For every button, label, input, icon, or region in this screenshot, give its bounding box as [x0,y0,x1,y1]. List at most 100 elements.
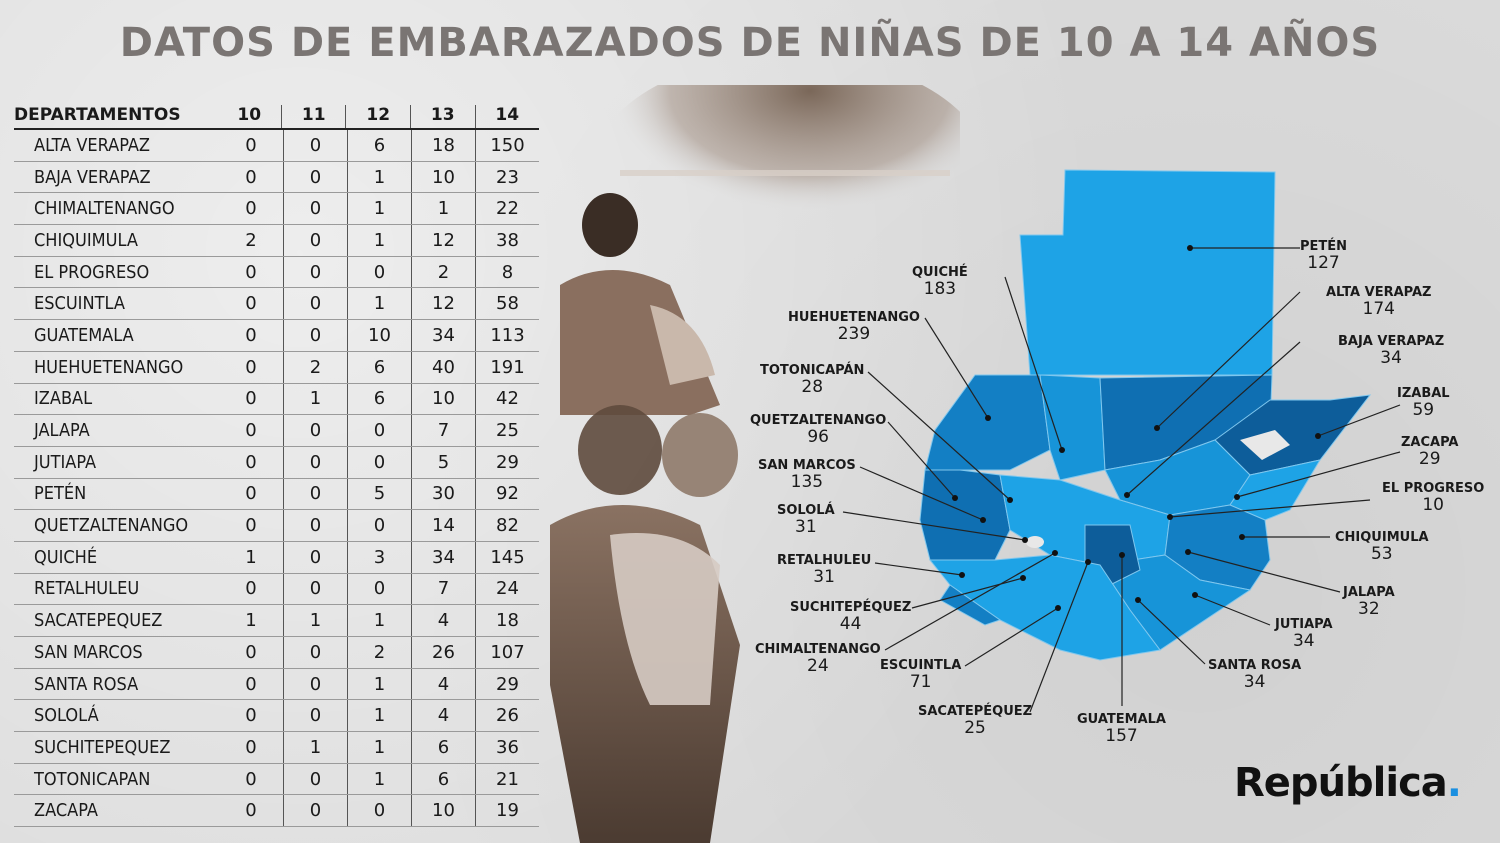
age-11-cell: 0 [283,637,347,668]
toddler-face-blurred [662,413,738,497]
department-name-cell: JALAPA [34,420,90,442]
age-12-cell: 2 [347,637,411,668]
age-10-cell: 0 [245,451,257,473]
table-row: PETÉN 0 0 5 30 92 [14,478,539,511]
age-10-cell: 0 [245,800,257,822]
table-row: EL PROGRESO 0 0 0 2 8 [14,256,539,289]
department-name-cell: TOTONICAPAN [34,768,151,790]
age-11-cell: 2 [283,351,347,383]
age-14-cell: 23 [475,161,539,193]
department-name-cell: RETALHULEU [34,578,140,600]
table-row: TOTONICAPAN 0 0 1 6 21 [14,763,539,796]
child-face-blurred [578,405,662,495]
department-name-cell: PETÉN [34,483,87,505]
age-11-cell: 0 [283,573,347,605]
age-13-cell: 4 [411,605,475,636]
table-row: JALAPA 0 0 0 7 25 [14,415,539,447]
age-14-cell: 24 [475,573,539,605]
lake-atitlan [1026,536,1044,548]
department-name-cell: SAN MARCOS [34,641,143,663]
age-10-cell: 0 [245,768,257,790]
age-13-cell: 5 [411,446,475,478]
table-row: HUEHUETENANGO 0 2 6 40 191 [14,351,539,384]
age-13-cell: 6 [411,732,475,763]
region-central [999,474,1171,566]
age-13-cell: 7 [411,415,475,446]
table-row: CHIMALTENANGO 0 0 1 1 22 [14,193,539,226]
age-14-cell: 107 [475,637,539,668]
age-12-cell: 0 [347,415,411,446]
label-santa-rosa: SANTA ROSA 34 [1208,658,1302,692]
age-13-cell: 14 [411,510,475,541]
departments-table: DEPARTAMENTOS 10 11 12 13 14 ALTA VERAPA… [14,98,540,828]
age-13-cell: 6 [411,763,475,795]
region-escuintla [928,554,1161,661]
header-age-10: 10 [237,105,262,125]
department-name-cell: SUCHITEPEQUEZ [34,736,171,758]
age-12-cell: 1 [347,225,411,256]
table-row: SOLOLÁ 0 0 1 4 26 [14,700,539,733]
age-13-cell: 12 [411,288,475,320]
age-11-cell: 0 [283,256,347,288]
label-quetzaltenango: QUETZALTENANGO 96 [750,413,887,447]
table-row: ALTA VERAPAZ 0 0 6 18 150 [14,130,539,162]
age-14-cell: 21 [475,763,539,795]
age-13-cell: 4 [411,668,475,700]
age-13-cell: 34 [411,541,475,573]
age-12-cell: 6 [347,130,411,161]
lake-izabal [1240,430,1290,460]
age-12-cell: 1 [347,161,411,193]
age-10-cell: 0 [245,515,257,537]
age-12-cell: 1 [347,732,411,763]
republica-logo: República. [1234,760,1462,806]
header-age-12: 12 [345,105,410,128]
age-10-cell: 0 [245,134,257,156]
age-10-cell: 1 [245,610,257,632]
department-name-cell: ZACAPA [34,800,98,822]
age-10-cell: 0 [245,673,257,695]
label-retalhuleu: RETALHULEU 31 [777,553,872,587]
age-12-cell: 0 [347,446,411,478]
department-name-cell: ESCUINTLA [34,293,125,315]
label-izabal: IZABAL 59 [1397,386,1450,420]
background-crowd-photo [590,85,960,295]
age-10-cell: 0 [245,198,257,220]
age-10-cell: 0 [245,261,257,283]
label-chimaltenango: CHIMALTENANGO 24 [755,642,881,676]
department-name-cell: ALTA VERAPAZ [34,134,150,156]
age-11-cell: 0 [283,478,347,510]
header-age-14: 14 [474,105,540,128]
department-name-cell: HUEHUETENANGO [34,356,184,378]
age-10-cell: 0 [245,166,257,188]
table-row: JUTIAPA 0 0 0 5 29 [14,446,539,479]
age-12-cell: 5 [347,478,411,510]
toddler-body [610,533,720,705]
age-14-cell: 58 [475,288,539,320]
age-14-cell: 145 [475,541,539,573]
age-11-cell: 0 [283,668,347,700]
label-jutiapa: JUTIAPA 34 [1275,617,1333,651]
age-14-cell: 29 [475,668,539,700]
label-sacatepequez: SACATEPÉQUEZ 25 [918,704,1033,738]
department-name-cell: IZABAL [34,388,93,410]
age-13-cell: 18 [411,130,475,161]
region-zacapa [1229,459,1322,521]
age-12-cell: 6 [347,383,411,415]
label-quiche: QUICHÉ 183 [912,265,968,299]
age-11-cell: 0 [283,161,347,193]
table-row: ESCUINTLA 0 0 1 12 58 [14,288,539,321]
table-row: BAJA VERAPAZ 0 0 1 10 23 [14,161,539,194]
age-14-cell: 38 [475,225,539,256]
age-14-cell: 42 [475,383,539,415]
age-12-cell: 1 [347,763,411,795]
age-13-cell: 10 [411,161,475,193]
age-11-cell: 1 [283,732,347,763]
age-12-cell: 1 [347,605,411,636]
age-12-cell: 1 [347,668,411,700]
table-row: CHIQUIMULA 2 0 1 12 38 [14,225,539,257]
age-14-cell: 8 [475,256,539,288]
age-10-cell: 0 [245,356,257,378]
age-10-cell: 0 [245,736,257,758]
header-age-11: 11 [280,105,346,128]
table-row: GUATEMALA 0 0 10 34 113 [14,320,539,352]
